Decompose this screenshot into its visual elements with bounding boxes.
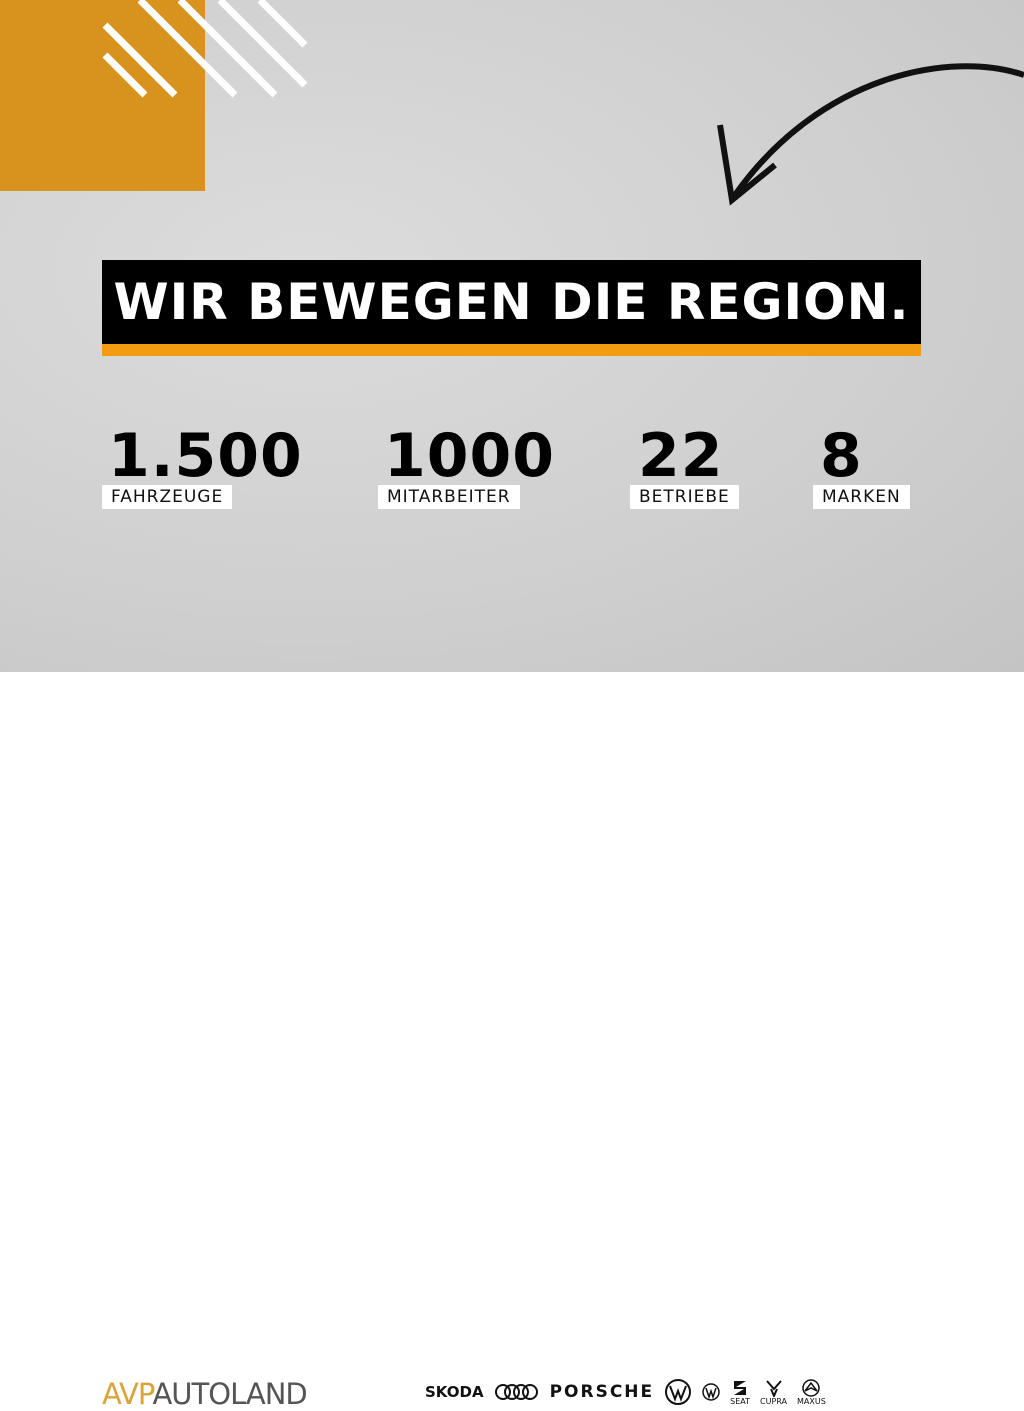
stat-marken: 8 MARKEN xyxy=(813,421,910,509)
stat-label: MITARBEITER xyxy=(378,485,520,509)
seat-s-icon xyxy=(734,1380,747,1395)
brand-logos: SKODA PORSCHE SEAT CUPRA MAXUS xyxy=(425,1378,826,1406)
porsche-logo: PORSCHE xyxy=(549,1382,655,1402)
stat-label: FAHRZEUGE xyxy=(102,485,233,509)
maxus-icon xyxy=(802,1378,821,1397)
headline: WIR BEWEGEN DIE REGION. xyxy=(113,273,910,331)
vw-logo-icon xyxy=(702,1383,720,1401)
skoda-logo: SKODA xyxy=(425,1383,484,1401)
seat-logo: SEAT xyxy=(730,1379,750,1406)
avp-autoland-logo: AVPAUTOLAND xyxy=(102,1377,308,1411)
footer: AVPAUTOLAND SKODA PORSCHE SEAT CUPRA MAX… xyxy=(0,672,1024,1411)
stat-value: 22 xyxy=(638,421,724,491)
vw-logo-icon xyxy=(665,1379,692,1405)
stat-label: MARKEN xyxy=(813,485,910,509)
headline-banner: WIR BEWEGEN DIE REGION. xyxy=(102,260,921,356)
audi-rings-icon xyxy=(494,1384,538,1400)
maxus-logo: MAXUS xyxy=(797,1378,826,1406)
vw-nutzfahrzeuge-logo xyxy=(702,1383,720,1401)
stat-fahrzeuge: 1.500 FAHRZEUGE xyxy=(102,421,303,509)
cupra-logo: CUPRA xyxy=(760,1379,787,1406)
stat-value: 8 xyxy=(820,421,863,491)
curved-arrow-icon xyxy=(717,63,1024,206)
cupra-icon xyxy=(765,1379,782,1397)
stat-value: 1.500 xyxy=(108,421,303,491)
stat-value: 1000 xyxy=(384,421,555,491)
concrete-background: WIR BEWEGEN DIE REGION. 1.500 FAHRZEUGE … xyxy=(0,0,1024,672)
stat-mitarbeiter: 1000 MITARBEITER xyxy=(378,421,555,509)
stat-betriebe: 22 BETRIEBE xyxy=(630,421,739,509)
stat-label: BETRIEBE xyxy=(630,485,739,509)
diagonal-stripes xyxy=(102,0,308,98)
